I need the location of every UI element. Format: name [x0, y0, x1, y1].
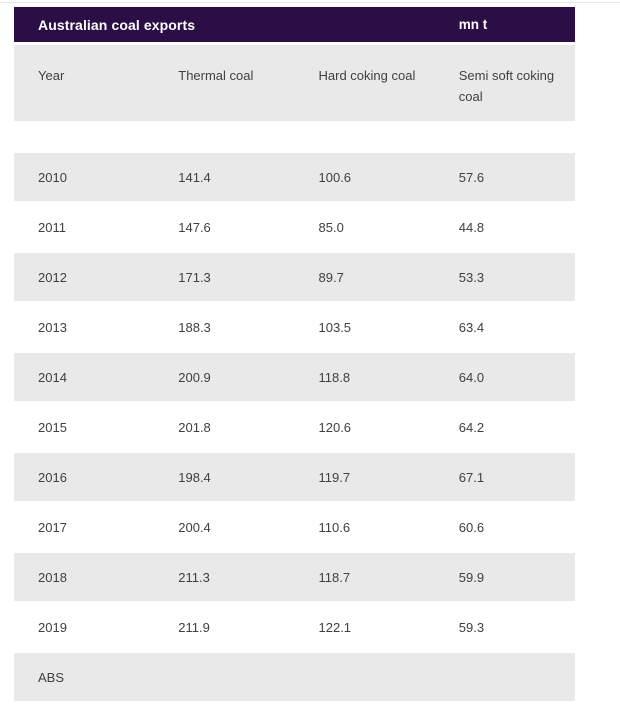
table-row: 2018 211.3 118.7 59.9	[14, 553, 575, 601]
source-label: ABS	[38, 669, 65, 685]
table-row: 2015 201.8 120.6 64.2	[14, 403, 575, 451]
table-cell: 118.8	[318, 369, 351, 385]
table-title-bar: Australian coal exports mn t	[14, 7, 575, 42]
table-cell: 201.8	[178, 419, 211, 435]
table-cell: 60.6	[458, 519, 485, 535]
table-cell: 2019	[38, 619, 67, 635]
table-cell: 85.0	[318, 219, 344, 235]
table-cell: 198.4	[178, 469, 211, 485]
table-cell: 2012	[38, 269, 67, 285]
table-cell: 141.4	[178, 169, 211, 185]
units-label: mn t	[458, 17, 488, 32]
table-row: 2010 141.4 100.6 57.6	[14, 153, 575, 201]
table-cell: 63.4	[458, 319, 485, 335]
table-cell: 147.6	[178, 219, 211, 235]
table-cell: 171.3	[178, 269, 211, 285]
table-row: 2014 200.9 118.8 64.0	[14, 353, 575, 401]
table-cell: 110.6	[318, 519, 351, 535]
column-header-year: Year	[38, 68, 65, 83]
table-cell: 2010	[38, 169, 67, 185]
spacer-row	[14, 123, 575, 151]
table-cell: 103.5	[318, 319, 352, 335]
table-cell: 2015	[38, 419, 67, 435]
column-header-semi-soft-coking-coal: Semi soft coking coal	[458, 68, 555, 104]
table-cell: 59.9	[458, 569, 485, 585]
table-row: 2011 147.6 85.0 44.8	[14, 203, 575, 251]
table-cell: 64.2	[458, 419, 485, 435]
table-cell: 122.1	[318, 619, 352, 635]
table-cell: 67.1	[458, 469, 485, 485]
table-title: Australian coal exports	[38, 16, 196, 33]
table-cell: 119.7	[318, 469, 351, 485]
coal-exports-table: Australian coal exports mn t Year Therma…	[14, 7, 575, 701]
table-cell: 118.7	[318, 569, 351, 585]
table-row: 2012 171.3 89.7 53.3	[14, 253, 575, 301]
table-cell: 89.7	[318, 269, 344, 285]
table-header-row: Year Thermal coal Hard coking coal Semi …	[14, 45, 575, 121]
top-divider	[0, 2, 620, 3]
table-cell: 2018	[38, 569, 67, 585]
table-row: 2017 200.4 110.6 60.6	[14, 503, 575, 551]
table-cell: 211.3	[178, 569, 210, 585]
table-cell: 120.6	[318, 419, 352, 435]
column-header-hard-coking-coal: Hard coking coal	[318, 68, 416, 83]
column-header-thermal-coal: Thermal coal	[178, 68, 254, 83]
table-cell: 2014	[38, 369, 67, 385]
table-row: 2013 188.3 103.5 63.4	[14, 303, 575, 351]
table-cell: 2013	[38, 319, 67, 335]
table-cell: 100.6	[318, 169, 352, 185]
table-row: 2019 211.9 122.1 59.3	[14, 603, 575, 651]
table-cell: 2016	[38, 469, 67, 485]
table-row: 2016 198.4 119.7 67.1	[14, 453, 575, 501]
table-cell: 211.9	[178, 619, 210, 635]
table-cell: 44.8	[458, 219, 485, 235]
table-cell: 200.9	[178, 369, 211, 385]
table-cell: 64.0	[458, 369, 485, 385]
table-cell: 200.4	[178, 519, 211, 535]
table-cell: 59.3	[458, 619, 485, 635]
table-cell: 57.6	[458, 169, 485, 185]
table-cell: 53.3	[458, 269, 485, 285]
table-body: 2010 141.4 100.6 57.6 2011 147.6 85.0 44.8 2012 1…	[14, 153, 575, 651]
source-row: ABS	[14, 653, 575, 701]
table-cell: 188.3	[178, 319, 211, 335]
table-cell: 2017	[38, 519, 67, 535]
table-cell: 2011	[38, 219, 66, 235]
